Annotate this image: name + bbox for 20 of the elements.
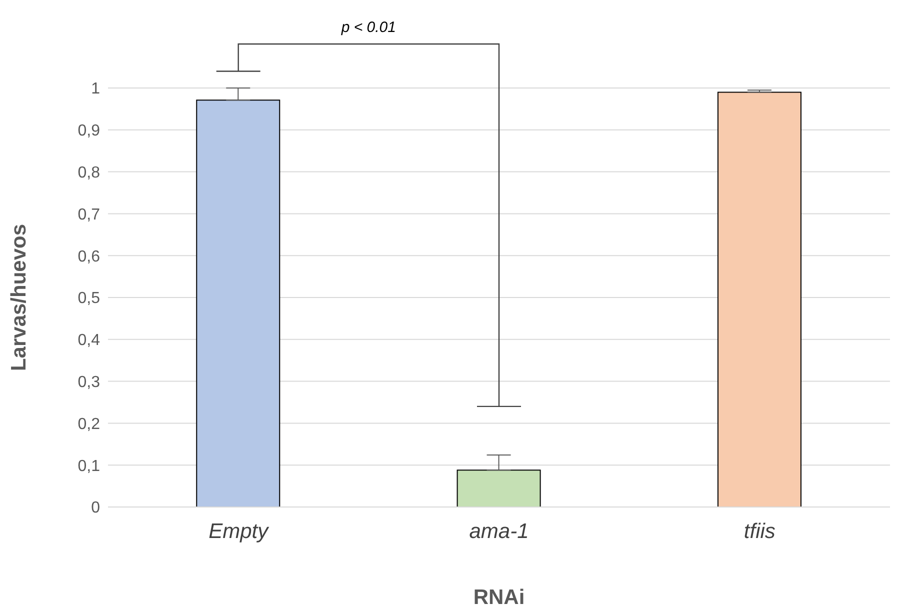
bar bbox=[717, 92, 802, 507]
y-tick-label: 0,9 bbox=[78, 122, 100, 140]
y-tick-label: 0,8 bbox=[78, 164, 100, 182]
y-tick-label: 0,3 bbox=[78, 374, 100, 391]
y-axis-title: Larvas/huevos bbox=[7, 224, 30, 372]
y-tick-label: 0,4 bbox=[78, 332, 100, 350]
x-tick-label: ama-1 bbox=[469, 520, 529, 543]
y-tick-label: 0,6 bbox=[78, 248, 100, 266]
bar bbox=[196, 100, 280, 507]
x-tick-label: Empty bbox=[208, 520, 270, 543]
y-tick-label: 0,2 bbox=[78, 416, 100, 433]
text: p < 0.01 bbox=[340, 19, 396, 36]
x-axis-title: RNAi bbox=[473, 586, 525, 609]
y-tick-label: 0,7 bbox=[78, 206, 100, 224]
y-tick-label: 0,1 bbox=[78, 458, 100, 475]
x-tick-label: tfiis bbox=[744, 520, 776, 543]
bar bbox=[456, 470, 541, 507]
y-tick-label: 0,5 bbox=[78, 290, 100, 308]
y-tick-label: 0 bbox=[91, 500, 100, 517]
y-tick-label: 1 bbox=[91, 80, 100, 98]
